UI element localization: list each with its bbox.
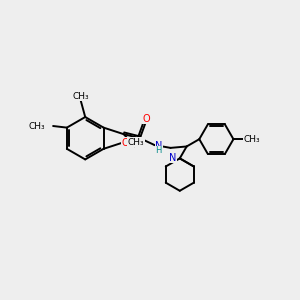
Text: O: O bbox=[122, 138, 129, 148]
Text: CH₃: CH₃ bbox=[128, 138, 144, 147]
Text: N: N bbox=[169, 153, 176, 163]
Text: CH₃: CH₃ bbox=[244, 135, 260, 144]
Text: H: H bbox=[155, 146, 161, 155]
Text: CH₃: CH₃ bbox=[28, 122, 45, 130]
Text: N: N bbox=[155, 141, 163, 151]
Text: O: O bbox=[142, 114, 150, 124]
Text: CH₃: CH₃ bbox=[73, 92, 89, 101]
